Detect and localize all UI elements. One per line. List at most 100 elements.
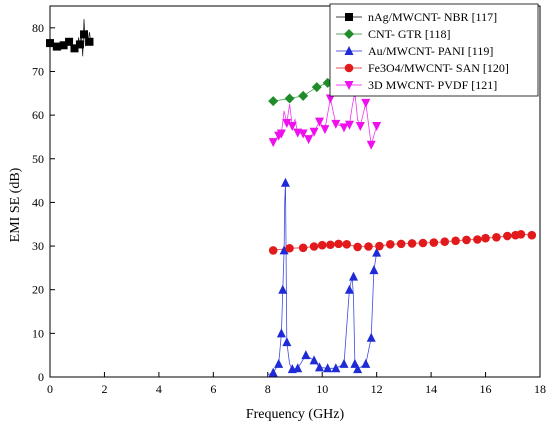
series-4-point	[320, 125, 330, 135]
y-tick-label: 60	[32, 108, 44, 122]
series-2-point	[280, 177, 290, 187]
series-2-point	[366, 332, 376, 342]
series-3-point	[462, 235, 471, 245]
x-tick-label: 2	[101, 382, 107, 396]
series-2-point	[282, 337, 292, 347]
series-1-point	[268, 96, 279, 107]
series-2-point	[372, 247, 382, 257]
series-4-point	[315, 117, 324, 127]
series-4-point	[372, 122, 382, 132]
legend-marker	[344, 46, 354, 55]
series-2-point	[331, 363, 341, 373]
series-2-point	[274, 358, 284, 368]
axis-ticks: 0 2 4 6 8 10 12 14 16 18 0 10 20 30 40 50 60 70 80	[32, 21, 546, 396]
x-tick-label: 10	[316, 382, 328, 396]
legend-marker	[344, 63, 354, 73]
x-tick-label: 18	[534, 382, 546, 396]
series-2-point	[323, 363, 333, 373]
series-3-point	[385, 240, 395, 249]
series-4-point	[309, 127, 319, 137]
series-4-point	[339, 123, 349, 133]
y-tick-label: 80	[32, 21, 44, 35]
series-2-point	[369, 265, 379, 275]
series-3-point	[418, 238, 428, 248]
series-3-point	[503, 231, 512, 241]
y-tick-label: 30	[32, 239, 44, 253]
series-2-point	[301, 350, 311, 360]
series-3-point	[492, 233, 501, 242]
series-4-point	[331, 119, 341, 129]
series-3-point	[375, 241, 384, 251]
series-3-point	[268, 246, 278, 255]
series-4-point	[304, 135, 314, 145]
legend-label: Fe3O4/MWCNT- SAN [120]	[368, 61, 509, 75]
series-markers	[46, 30, 537, 377]
series-4-point	[355, 122, 365, 132]
series-2-point	[315, 362, 324, 372]
series-0-point	[52, 42, 61, 51]
y-tick-label: 50	[32, 152, 44, 166]
chart-legend: nAg/MWCNT- NBR [117] CNT- GTR [118] Au/MWC…	[329, 3, 539, 97]
y-tick-label: 20	[32, 283, 44, 297]
series-3-point	[326, 240, 335, 250]
series-2-point	[349, 271, 359, 281]
y-tick-label: 10	[32, 326, 44, 340]
series-4-point	[268, 138, 278, 148]
series-3-point	[309, 242, 319, 251]
y-tick-label: 40	[32, 195, 44, 209]
series-0-point	[70, 44, 79, 53]
x-tick-label: 8	[265, 382, 271, 396]
series-3-point	[353, 242, 362, 252]
legend-marker	[344, 81, 354, 90]
x-tick-label: 4	[156, 382, 162, 396]
x-tick-label: 16	[480, 382, 492, 396]
series-2-point	[279, 245, 289, 255]
legend-marker	[344, 29, 354, 39]
series-0-point	[46, 39, 54, 48]
series-4-point	[276, 129, 286, 139]
series-1-point	[284, 93, 295, 104]
series-2-point	[293, 363, 303, 373]
x-axis-title: Frequency (GHz)	[246, 407, 345, 422]
x-tick-label: 0	[47, 382, 53, 396]
series-3-point	[334, 239, 343, 249]
series-4-point	[282, 118, 292, 128]
series-3-point	[342, 240, 352, 249]
series-2-point	[344, 284, 354, 294]
series-4-point	[366, 140, 376, 150]
legend-label: nAg/MWCNT- NBR [117]	[368, 10, 497, 24]
x-tick-label: 14	[425, 382, 437, 396]
series-4-point	[344, 120, 354, 130]
series-4-point	[287, 122, 297, 132]
legend-label: CNT- GTR [118]	[368, 27, 450, 41]
legend-box	[329, 3, 539, 97]
series-4-point	[298, 129, 308, 139]
series-3-point	[364, 242, 373, 251]
series-3-point	[440, 237, 450, 246]
series-0-point	[80, 30, 89, 39]
x-tick-label: 12	[371, 382, 383, 396]
x-tick-label: 6	[210, 382, 216, 396]
series-3-point	[516, 229, 526, 239]
series-3-point	[407, 239, 417, 248]
series-4-point	[325, 94, 335, 104]
series-3-point	[429, 238, 439, 247]
series-3-point	[285, 243, 294, 253]
y-axis-title: EMI SE (dB)	[8, 167, 23, 242]
series-2-point	[353, 364, 363, 374]
series-2-point	[361, 358, 371, 368]
series-0-point	[59, 41, 68, 50]
series-3-point	[298, 243, 308, 253]
y-tick-label: 70	[32, 64, 44, 78]
series-0-point	[65, 37, 74, 46]
series-1-point	[311, 82, 322, 93]
series-0-point	[75, 40, 84, 49]
series-2-point	[309, 355, 319, 365]
series-2-point	[276, 328, 286, 338]
series-3-point	[481, 233, 490, 243]
series-3-point	[473, 235, 482, 244]
series-0-point	[85, 37, 94, 46]
series-1-point	[298, 90, 309, 101]
y-tick-label: 0	[38, 370, 44, 384]
